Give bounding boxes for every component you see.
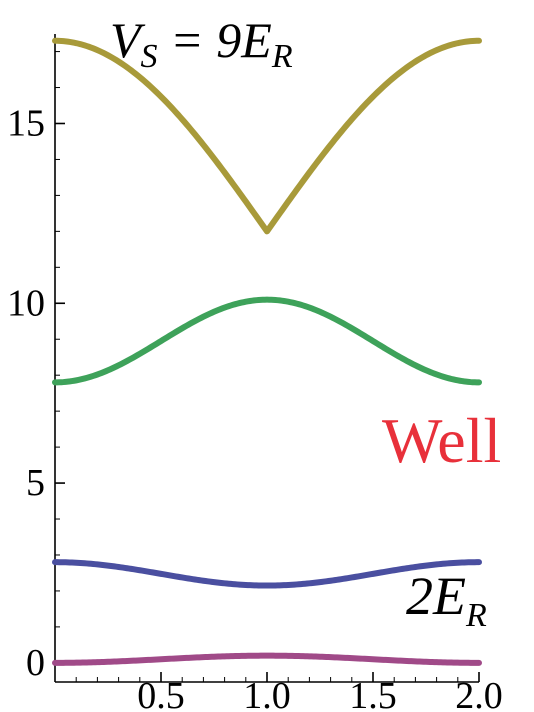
y-tick-label: 15 [7, 102, 45, 144]
x-tick-label: 0.5 [137, 675, 185, 712]
band-curve-4 [52, 652, 482, 666]
band-curves [52, 37, 482, 666]
gap-sub: R [465, 597, 487, 634]
title-sub: S [141, 38, 158, 75]
y-tick-label: 0 [26, 642, 45, 684]
x-tick-label: 1.5 [349, 675, 397, 712]
band-curve-2 [52, 296, 482, 386]
y-tick-label: 10 [7, 282, 45, 324]
y-tick-label: 5 [26, 462, 45, 504]
title-sub2: R [271, 38, 293, 75]
x-tick-label: 1.0 [243, 675, 291, 712]
y-axis: 0 5 10 15 [7, 34, 65, 684]
x-ticks: 0.5 1.0 1.5 2.0 [75, 672, 503, 712]
title-prefix: V [110, 12, 146, 68]
band-curve-3 [52, 559, 482, 589]
band-curve-1 [52, 37, 482, 235]
x-axis: 0.5 1.0 1.5 2.0 [55, 672, 503, 712]
annotation-well: Well [382, 405, 501, 476]
title-middle: = 9E [158, 12, 272, 68]
x-tick-label: 2.0 [455, 675, 503, 712]
annotation-gap: 2ER [406, 566, 487, 634]
chart-title: VS = 9ER [110, 12, 293, 75]
gap-prefix: 2E [406, 566, 466, 626]
y-ticks: 0 5 10 15 [7, 51, 65, 684]
